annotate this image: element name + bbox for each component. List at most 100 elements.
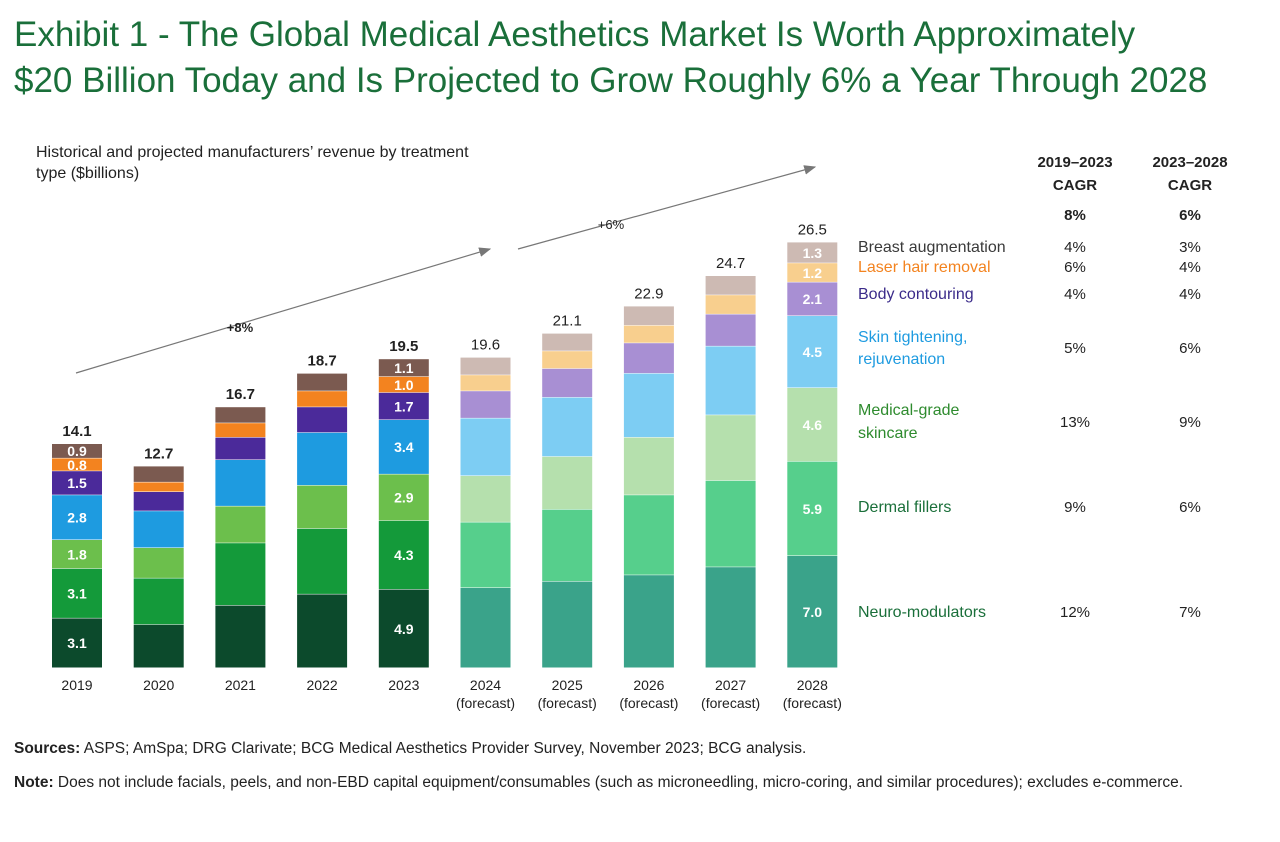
bar-segment-2022-3 [297, 432, 348, 486]
x-tick-2028: 2028 [797, 677, 828, 693]
bar-segment-2019-6 [52, 444, 102, 458]
bar-segment-2022-5 [297, 391, 348, 407]
cagr-2019-2023-3: 5% [1064, 340, 1086, 357]
cagr-2019-2023-1: 9% [1064, 499, 1086, 516]
bar-total-2026: 22.9 [634, 285, 663, 302]
bar-segment-2020-2 [133, 548, 184, 578]
bar-segment-2019-5 [52, 458, 102, 471]
legend-label-2-line-0: Medical-grade [858, 402, 959, 419]
bar-segment-2027-1 [705, 480, 756, 567]
bar-segment-2027-6 [705, 276, 756, 295]
bar-segment-2026-2 [623, 437, 674, 495]
bar-segment-2026-0 [623, 575, 674, 668]
bar-segment-2022-0 [297, 594, 348, 668]
bar-segment-2019-0 [52, 618, 102, 668]
segment-label-2019-2: 1.8 [67, 546, 87, 562]
bar-segment-2026-1 [623, 495, 674, 575]
growth-arrow-2023-2028 [517, 165, 817, 250]
bar-segment-2026-5 [623, 325, 674, 343]
bar-segment-2024-3 [460, 418, 511, 476]
bar-segment-2025-0 [542, 581, 593, 668]
cagr-2023-2028-2: 9% [1179, 414, 1201, 431]
bar-total-2019: 14.1 [62, 423, 91, 440]
legend-label-4: Body contouring [858, 286, 974, 303]
bar-segment-2023-3 [378, 420, 429, 474]
x-tick-2025: 2025 [552, 677, 583, 693]
segment-label-2019-4: 1.5 [67, 475, 87, 491]
bar-segment-2020-4 [133, 492, 184, 511]
cagr-2023-2028-1: 6% [1179, 499, 1201, 516]
segment-label-2028-6: 1.3 [803, 245, 823, 261]
cagr-2023-2028-3: 6% [1179, 340, 1201, 357]
bar-segment-2028-6 [787, 242, 838, 263]
cagr-2023-2028-6: 3% [1179, 239, 1201, 256]
sources-label: Sources: [14, 740, 81, 757]
bar-segment-2019-1 [52, 568, 102, 618]
bar-segment-2020-6 [133, 466, 184, 482]
segment-label-2028-5: 1.2 [803, 265, 823, 281]
bar-total-2028: 26.5 [798, 221, 827, 238]
bar-total-2020: 12.7 [144, 445, 173, 462]
cagr-2019-2023-6: 4% [1064, 239, 1086, 256]
bar-segment-2028-5 [787, 263, 838, 282]
exhibit-title: Exhibit 1 - The Global Medical Aesthetic… [14, 12, 1264, 104]
title-line-1: Exhibit 1 - The Global Medical Aesthetic… [14, 15, 1136, 54]
cagr-2023-2028-5: 4% [1179, 259, 1201, 276]
chart-subtitle: Historical and projected manufacturers’ … [36, 144, 469, 182]
bar-segment-2024-0 [460, 588, 511, 668]
segment-label-2023-4: 1.7 [394, 398, 414, 414]
legend-label-6: Breast augmentation [858, 239, 1006, 256]
segment-label-2023-0: 4.9 [394, 621, 414, 637]
x-subtick-2025: (forecast) [538, 695, 597, 711]
cagr-total-0: 8% [1064, 207, 1086, 224]
bar-segment-2019-4 [52, 471, 102, 495]
bar-segment-2025-4 [542, 368, 593, 398]
bar-segment-2027-5 [705, 295, 756, 314]
growth-label-8pct: +8% [227, 320, 254, 335]
bar-segment-2021-2 [215, 506, 266, 543]
legend-label-5: Laser hair removal [858, 259, 991, 276]
note-line: Note: Does not include facials, peels, a… [14, 773, 1264, 793]
bar-segment-2024-2 [460, 476, 511, 522]
bar-segment-2023-6 [378, 359, 429, 377]
bar-segment-2027-3 [705, 346, 756, 415]
bar-total-2022: 18.7 [307, 353, 336, 370]
bar-segment-2022-2 [297, 485, 348, 529]
segment-label-2023-1: 4.3 [394, 547, 414, 563]
bar-segment-2021-1 [215, 543, 266, 606]
bar-segment-2022-6 [297, 373, 348, 391]
segment-label-2019-3: 2.8 [67, 510, 87, 526]
legend-label-2-line-1: skincare [858, 425, 918, 442]
x-tick-2019: 2019 [61, 677, 92, 693]
cagr-2023-2028-0: 7% [1179, 604, 1201, 621]
bar-segment-2022-1 [297, 528, 348, 594]
bar-segment-2023-1 [378, 520, 429, 590]
cagr-2019-2023-2: 13% [1060, 414, 1090, 431]
bar-segment-2023-4 [378, 392, 429, 420]
x-tick-2023: 2023 [388, 677, 419, 693]
bar-segment-2024-5 [460, 375, 511, 391]
legend-label-3-line-0: Skin tightening, [858, 329, 967, 346]
cagr-2019-2023-5: 6% [1064, 259, 1086, 276]
x-subtick-2027: (forecast) [701, 695, 760, 711]
x-subtick-2026: (forecast) [619, 695, 678, 711]
bar-segment-2025-6 [542, 333, 593, 351]
bar-segment-2028-1 [787, 461, 838, 556]
bar-segment-2021-3 [215, 460, 266, 506]
bar-segment-2023-5 [378, 376, 429, 393]
bar-total-2027: 24.7 [716, 255, 745, 272]
bar-segment-2023-2 [378, 474, 429, 521]
cagr-2019-2023-0: 12% [1060, 604, 1090, 621]
segment-label-2023-5: 1.0 [394, 377, 414, 393]
bar-segment-2026-6 [623, 306, 674, 326]
cagr-header-1-label: CAGR [1168, 177, 1212, 194]
bar-total-2025: 21.1 [553, 313, 582, 330]
bar-total-2024: 19.6 [471, 337, 500, 354]
bar-segment-2019-2 [52, 540, 102, 569]
bar-segment-2024-1 [460, 522, 511, 588]
x-tick-2027: 2027 [715, 677, 746, 693]
bar-total-2023: 19.5 [389, 338, 418, 355]
bar-segment-2025-2 [542, 456, 593, 510]
segment-label-2019-6: 0.9 [67, 443, 87, 459]
bar-segment-2024-4 [460, 391, 511, 418]
